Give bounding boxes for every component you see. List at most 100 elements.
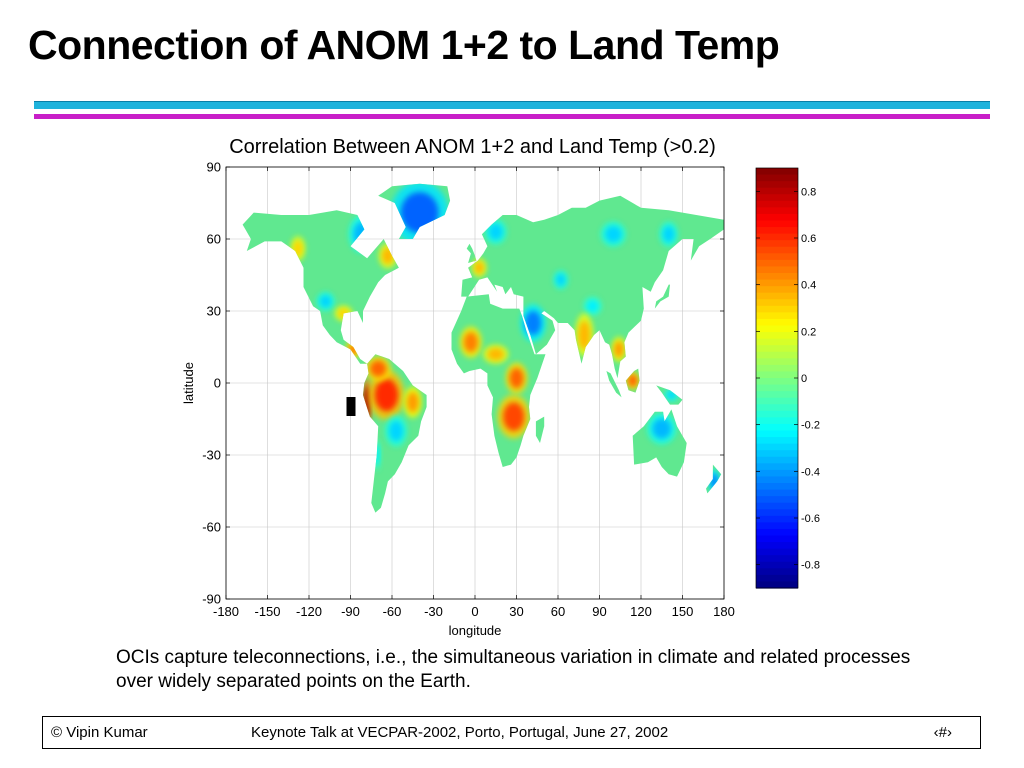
x-tick-label: -90 [341,604,360,619]
land-sumatra [606,371,622,398]
anomaly-amazon-basin [368,370,405,420]
x-tick-label: -120 [296,604,322,619]
colorbar-cell [756,345,798,353]
colorbar-cell [756,338,798,346]
colorbar-tick-label: 0.4 [801,280,816,292]
colorbar-cell [756,174,798,182]
colorbar-cell [756,181,798,189]
land-madagascar [535,416,545,443]
anomaly-east-africa [505,362,528,394]
colorbar-cell [756,168,798,176]
colorbar-cell [756,561,798,569]
colorbar-cell [756,299,798,307]
colorbar-cell [756,318,798,327]
x-tick-label: -30 [424,604,443,619]
colorbar-cell [756,496,798,504]
colorbar-cell [756,312,798,320]
anom12-region-marker [346,397,356,416]
colorbar-cell [756,528,798,537]
x-tick-label: -180 [213,604,239,619]
x-tick-label: -60 [383,604,402,619]
colorbar-cell [756,292,798,300]
colorbar-cell [756,410,798,418]
anomaly-western-sahara [460,326,482,358]
colorbar-cell [756,463,798,471]
x-tick-label: 120 [630,604,652,619]
colorbar-cell [756,227,798,235]
anomaly-central-south-america [385,415,407,447]
y-tick-label: -30 [202,448,221,463]
slide-caption: OCIs capture teleconnections, i.e., the … [116,647,911,692]
anomaly-central-asia [553,270,568,290]
colorbar-cell [756,279,798,287]
colorbar-cell [756,325,798,333]
colorbar-cell [756,273,798,281]
colorbar-cell [756,417,798,425]
anomaly-western-europe [471,258,487,278]
colorbar-cell [756,574,798,583]
colorbar-cell [756,522,798,530]
axis-ticks: -180 -150 -120 -90 -60 -30 0 30 60 90 120 150 180 90 6… [202,160,735,620]
colorbar-cell [756,423,798,432]
colorbar-cell [756,384,798,392]
colorbar-cell [756,391,798,399]
y-tick-label: 30 [207,304,221,319]
title-rule-magenta [34,114,990,119]
x-tick-label: 30 [509,604,523,619]
colorbar-cell [756,404,798,412]
title-rule-cyan [34,101,990,109]
colorbar-cell [756,378,798,386]
y-axis-label: latitude [181,362,196,404]
colorbar-tick-label: 0 [801,373,807,385]
colorbar-tick-label: -0.4 [801,466,820,478]
colorbar-tick-label: 0.8 [801,186,816,198]
x-tick-label: 0 [471,604,478,619]
colorbar-cell [756,200,798,208]
anomaly-australia-north [647,413,677,445]
colorbar-cell [756,253,798,261]
colorbar-cell [756,535,798,543]
x-tick-label: -150 [254,604,280,619]
x-axis-label: longitude [449,623,502,638]
colorbar-cell [756,305,798,313]
colorbar-cell [756,207,798,215]
footer-copyright: © Vipin Kumar [51,724,148,741]
colorbar-cell [756,568,798,576]
colorbar-cell [756,332,798,340]
colorbar-cell [756,364,798,373]
colorbar-cell [756,220,798,228]
colorbar-cell [756,430,798,438]
anomaly-us-southwest [316,292,335,311]
anomaly-tibetan-plateau [583,296,602,316]
land-eurasia [461,195,724,379]
x-tick-label: 150 [672,604,694,619]
colorbar-cell [756,213,798,222]
colorbar-cell [756,509,798,517]
colorbar-cell [756,240,798,248]
anomaly-colombia-venezuela [365,356,391,382]
colorbar-cell [756,515,798,523]
colorbar-tick-label: -0.6 [801,513,820,525]
colorbar-cell [756,286,798,294]
y-tick-label: 0 [214,376,221,391]
colorbar-cell [756,483,798,491]
colorbar-cell [756,476,798,484]
colorbar-cell [756,469,798,478]
y-tick-label: 60 [207,232,221,247]
anomaly-siberia [600,221,626,247]
x-tick-label: 180 [713,604,735,619]
slide-footer: © Vipin Kumar Keynote Talk at VECPAR-200… [42,716,981,749]
anomaly-southern-africa [497,394,530,439]
land-japan [654,284,670,309]
colorbar-tick-label: 0.6 [801,233,816,245]
colorbar-tick-label: -0.8 [801,560,820,572]
colorbar-cell [756,548,798,556]
colorbar-cell [756,489,798,497]
colorbar-tick-label: -0.2 [801,420,820,432]
colorbar-cell [756,246,798,254]
colorbar-cell [756,397,798,405]
colorbar-cell [756,443,798,451]
colorbar-cell [756,259,798,268]
colorbar-cell [756,371,798,379]
colorbar-cell [756,266,798,274]
